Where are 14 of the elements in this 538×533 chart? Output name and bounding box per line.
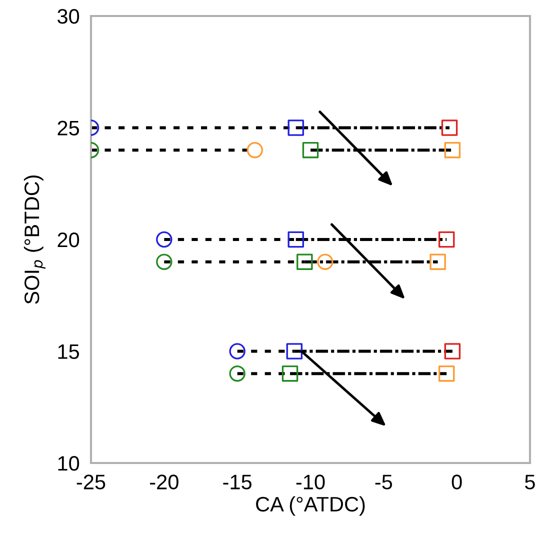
x-tick-label: 5 bbox=[525, 474, 535, 490]
x-tick-label: 0 bbox=[452, 474, 462, 490]
x-axis-title: CA (°ATDC) bbox=[256, 496, 365, 516]
y-tick-label: 15 bbox=[58, 344, 80, 360]
y-tick-label: 10 bbox=[58, 456, 80, 471]
y-tick-label: 25 bbox=[58, 120, 80, 136]
x-tick-label: -20 bbox=[150, 474, 178, 490]
x-tick-label: -25 bbox=[76, 474, 106, 490]
x-tick-label: -10 bbox=[296, 474, 325, 490]
y-axis-title: SOI$_{p}$ (°BTDC) bbox=[24, 175, 46, 304]
x-tick-label: -5 bbox=[375, 474, 392, 490]
x-tick-label: -15 bbox=[223, 474, 252, 490]
y-tick-label: 20 bbox=[58, 232, 80, 248]
y-tick-label: 30 bbox=[58, 9, 80, 24]
